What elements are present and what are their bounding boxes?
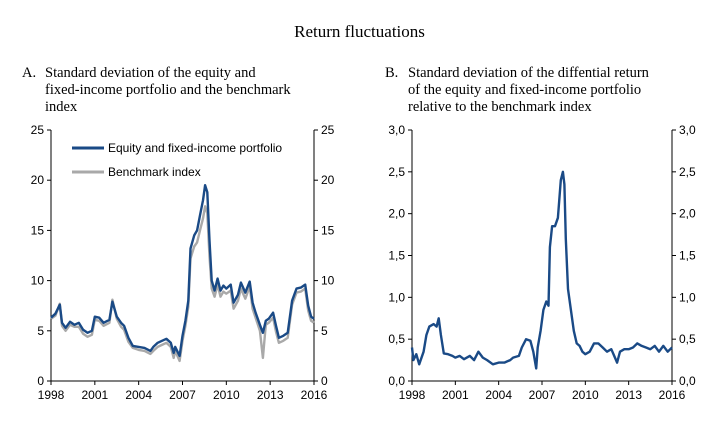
y-tick-label-left: 3,0	[388, 123, 405, 137]
y-tick-label-left: 2,0	[388, 207, 405, 221]
y-tick-label-left: 1,5	[388, 249, 405, 263]
x-tick-label: 2004	[125, 388, 152, 402]
x-tick-label: 1998	[38, 388, 65, 402]
x-tick-label: 2004	[485, 388, 512, 402]
x-tick-label: 2016	[659, 388, 686, 402]
y-tick-label-right: 2,5	[679, 165, 696, 179]
y-tick-label-right: 25	[321, 123, 335, 137]
y-tick-label-right: 15	[321, 223, 335, 237]
series-line-benchmark-index	[50, 205, 315, 363]
main-title: Return fluctuations	[294, 22, 425, 41]
x-tick-label: 2001	[81, 388, 108, 402]
panel-a-title-line: Standard deviation of the equity and	[45, 65, 256, 81]
x-tick-label: 1998	[399, 388, 426, 402]
x-tick-label: 2013	[615, 388, 642, 402]
y-tick-label-right: 10	[321, 274, 335, 288]
y-tick-label-left: 10	[31, 274, 45, 288]
y-tick-label-left: 0,5	[388, 332, 405, 346]
legend-label: Equity and fixed-income portfolio	[108, 141, 282, 155]
y-tick-label-right: 0,0	[679, 374, 696, 388]
y-tick-label-right: 3,0	[679, 123, 696, 137]
x-tick-label: 2016	[301, 388, 328, 402]
panel-b-title-text: Standard deviation of the diffential ret…	[408, 65, 708, 116]
panel-b-letter: B.	[385, 65, 399, 81]
y-tick-label-right: 1,5	[679, 249, 696, 263]
y-tick-label-left: 5	[37, 324, 44, 338]
y-tick-label-left: 1,0	[388, 290, 405, 304]
x-tick-label: 2010	[213, 388, 240, 402]
y-tick-label-right: 2,0	[679, 207, 696, 221]
y-tick-label-left: 0,0	[388, 374, 405, 388]
panel-b-title-line: Standard deviation of the diffential ret…	[408, 65, 649, 81]
series-line-equity-and-fixed-income-portfolio	[50, 184, 315, 358]
y-tick-label-left: 2,5	[388, 165, 405, 179]
x-tick-label: 2010	[572, 388, 599, 402]
panel-b-title-line: of the equity and fixed-income portfolio	[408, 82, 642, 98]
y-tick-label-right: 5	[321, 324, 328, 338]
panel-b-chart: 0,0 0,0 0,5 0,5 1,0 1,0 1,5 1,5 2,0 2,0 2,5 2,5 3,0 3…	[388, 123, 696, 402]
panel-b-title-line: relative to the benchmark index	[408, 99, 592, 115]
panel-a-title-line: index	[45, 99, 78, 115]
y-tick-label-left: 15	[31, 223, 45, 237]
x-tick-label: 2007	[169, 388, 196, 402]
y-tick-label-right: 0,5	[679, 332, 696, 346]
y-tick-label-right: 1,0	[679, 290, 696, 304]
legend-label: Benchmark index	[108, 165, 201, 179]
x-tick-label: 2013	[257, 388, 284, 402]
y-tick-label-left: 20	[31, 173, 45, 187]
x-tick-label: 2007	[529, 388, 556, 402]
y-tick-label-left: 25	[31, 123, 45, 137]
panel-a-letter: A.	[22, 65, 37, 81]
x-tick-label: 2001	[442, 388, 469, 402]
series-line-differential	[410, 170, 673, 370]
panel-a-title-line: fixed-income portfolio and the benchmark	[45, 82, 291, 98]
panel-a-chart: 0 0 5 5 10 10 15 15 20 20 25 25 1998 2001 2004 2007 2010…	[31, 123, 335, 402]
panel-a-title-text: Standard deviation of the equity and fix…	[45, 65, 345, 116]
y-tick-label-right: 0	[321, 374, 328, 388]
y-tick-label-right: 20	[321, 173, 335, 187]
y-tick-label-left: 0	[37, 374, 44, 388]
